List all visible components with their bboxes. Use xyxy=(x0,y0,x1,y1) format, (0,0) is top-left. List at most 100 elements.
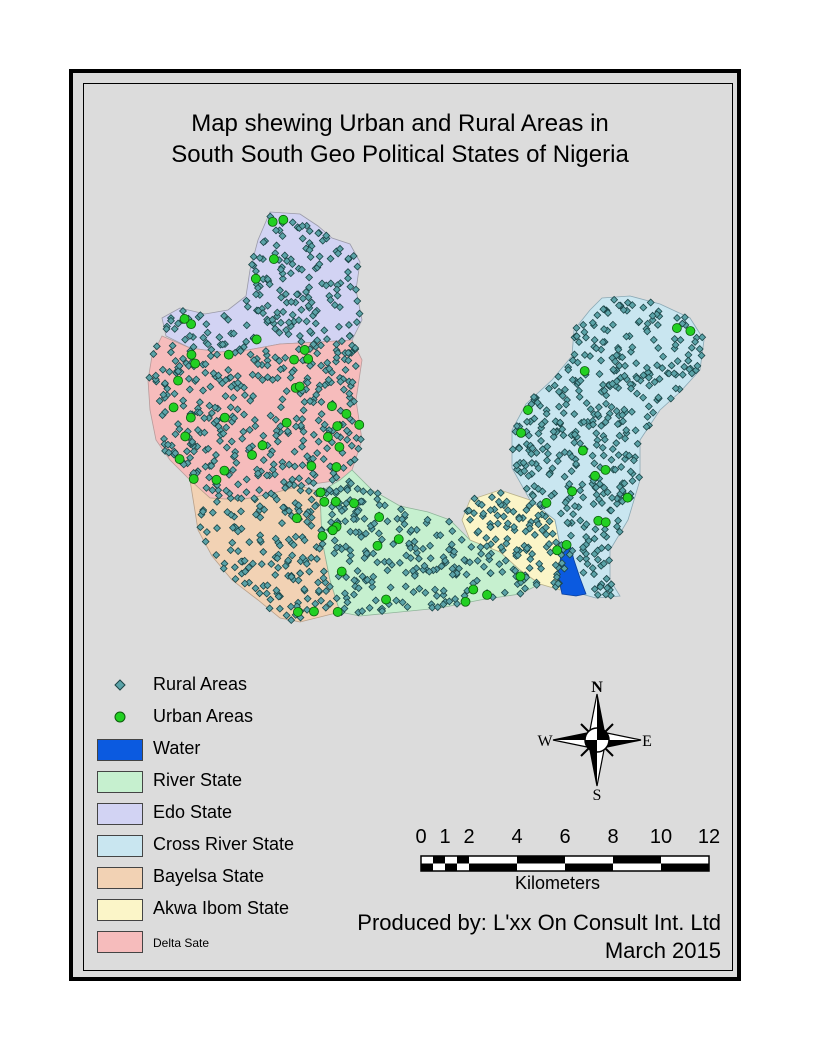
rural-point xyxy=(284,556,293,565)
rural-point xyxy=(532,580,541,589)
rural-point xyxy=(174,319,183,328)
rural-point xyxy=(554,579,563,588)
rural-point xyxy=(214,371,223,380)
rural-point xyxy=(214,491,223,500)
rural-point xyxy=(305,246,314,255)
urban-point xyxy=(219,465,230,476)
urban-point xyxy=(685,326,696,336)
rural-point xyxy=(410,571,419,580)
rural-point xyxy=(549,427,558,436)
rural-point xyxy=(462,570,471,579)
rural-point xyxy=(632,359,641,368)
urban-point xyxy=(372,540,383,551)
rural-point xyxy=(303,452,312,461)
rural-point xyxy=(530,414,539,423)
rural-point xyxy=(307,495,316,504)
rural-point xyxy=(551,561,560,570)
rural-point xyxy=(179,401,188,410)
urban-point xyxy=(173,375,183,386)
rural-point xyxy=(410,537,419,546)
rural-point xyxy=(537,436,545,445)
rural-point xyxy=(659,352,668,361)
rural-point xyxy=(494,497,503,506)
rural-point xyxy=(228,523,237,532)
rural-point xyxy=(304,293,313,302)
rural-point xyxy=(622,332,631,341)
rural-point xyxy=(344,254,353,263)
rural-point xyxy=(583,559,592,568)
rural-point xyxy=(393,514,402,523)
rural-point xyxy=(274,592,283,601)
rural-point xyxy=(275,328,284,337)
rural-point xyxy=(267,559,276,568)
rural-point xyxy=(622,426,631,435)
rural-point xyxy=(496,488,505,497)
rural-point xyxy=(353,566,362,575)
rural-point xyxy=(680,313,689,322)
rural-point xyxy=(467,542,476,551)
urban-point xyxy=(579,366,590,376)
rural-point xyxy=(579,493,588,502)
rural-point xyxy=(345,389,354,398)
rural-point xyxy=(448,527,457,536)
rural-point xyxy=(212,416,221,425)
rural-point xyxy=(300,536,309,545)
rural-point xyxy=(158,365,167,374)
rural-point xyxy=(401,582,410,591)
rural-point xyxy=(343,598,352,607)
rural-point xyxy=(473,556,482,565)
rural-point xyxy=(479,509,488,518)
scale-tick-label-0: 0 xyxy=(415,826,427,848)
rural-point xyxy=(214,422,223,431)
rural-point xyxy=(355,309,364,318)
rural-point xyxy=(213,524,221,533)
rural-point xyxy=(199,333,208,342)
rural-point xyxy=(673,313,682,322)
rural-point xyxy=(403,602,412,611)
urban-point xyxy=(168,402,179,413)
rural-point xyxy=(249,392,258,401)
rural-point xyxy=(611,465,620,474)
rural-point xyxy=(493,511,502,520)
rural-point xyxy=(216,436,224,445)
rural-point xyxy=(185,331,194,340)
rural-point xyxy=(359,487,368,496)
urban-point xyxy=(294,381,305,392)
rural-point xyxy=(412,548,421,557)
rural-point xyxy=(314,229,323,238)
scale-bar-segment xyxy=(469,863,517,871)
rural-point xyxy=(601,590,610,599)
rural-point xyxy=(315,544,324,553)
urban-point xyxy=(247,450,257,460)
rural-point xyxy=(575,392,584,401)
rural-point xyxy=(486,506,495,515)
rural-point xyxy=(590,534,599,543)
rural-point xyxy=(599,530,608,539)
rural-point xyxy=(607,580,616,589)
rural-point xyxy=(320,326,329,335)
rural-point xyxy=(572,460,580,468)
rural-point xyxy=(274,563,283,572)
rural-point xyxy=(488,493,496,502)
rural-point xyxy=(460,555,469,564)
urban-point xyxy=(354,419,365,430)
legend-item-akwa-ibom-state: Akwa Ibom State xyxy=(95,896,335,922)
rural-point xyxy=(233,378,242,387)
rural-point xyxy=(600,435,609,444)
urban-point xyxy=(567,486,578,497)
map-frame-inner xyxy=(83,83,733,971)
rural-point xyxy=(604,309,612,317)
rural-point xyxy=(237,494,246,503)
rural-point xyxy=(352,285,360,294)
rural-point xyxy=(599,559,608,568)
rural-point xyxy=(228,538,237,547)
rural-point xyxy=(279,503,288,512)
rural-point xyxy=(214,486,223,495)
rural-point xyxy=(678,319,687,328)
rural-point xyxy=(631,426,640,435)
rural-point xyxy=(283,427,292,436)
rural-point xyxy=(332,543,341,552)
rural-point xyxy=(163,384,172,393)
rural-point xyxy=(281,483,290,492)
rural-point xyxy=(580,328,589,337)
